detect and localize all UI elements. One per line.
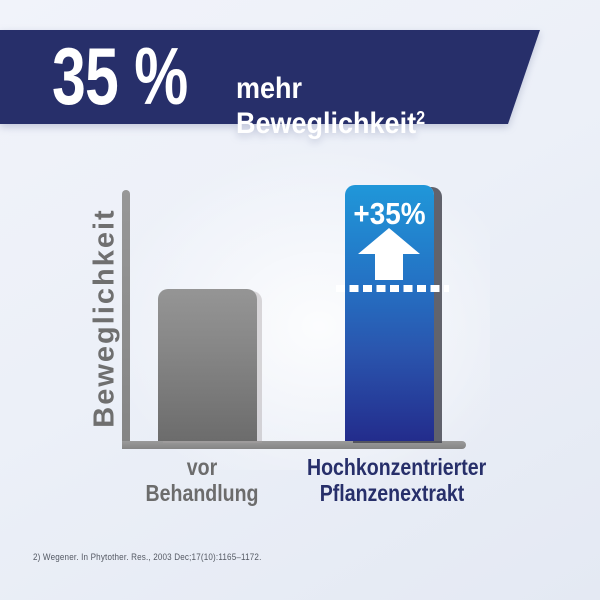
header-banner: 35 % mehr Beweglichkeit2 [0, 30, 600, 140]
x-axis [122, 441, 466, 449]
increase-badge: +35% [353, 196, 426, 231]
headline-percent: 35 % [52, 31, 188, 122]
citation-footnote: 2) Wegener. In Phytother. Res., 2003 Dec… [33, 552, 262, 563]
headline-text: mehr Beweglichkeit2 [236, 71, 425, 141]
category-before-line2: Behandlung [145, 480, 259, 506]
bar-plant-extract [345, 185, 434, 441]
category-extract-line2: Pflanzenextrakt [319, 480, 465, 506]
header-banner-shape [0, 30, 540, 124]
y-axis-label: Beweglichkeit [88, 208, 121, 428]
category-label-before: vor Behandlung [134, 454, 270, 506]
headline-line1: mehr [236, 72, 303, 105]
category-before-line1: vor [186, 454, 218, 480]
category-extract-line1: Hochkonzentrierter [307, 454, 487, 480]
bar-before-treatment [158, 289, 257, 441]
headline-line2: Beweglichkeit [236, 107, 417, 140]
category-label-extract: Hochkonzentrierter Pflanzenextrakt [307, 454, 486, 506]
up-arrow-icon [358, 228, 420, 280]
baseline-dashed-line [336, 285, 449, 292]
y-axis [122, 190, 130, 449]
headline-footnote-marker: 2 [416, 108, 426, 128]
